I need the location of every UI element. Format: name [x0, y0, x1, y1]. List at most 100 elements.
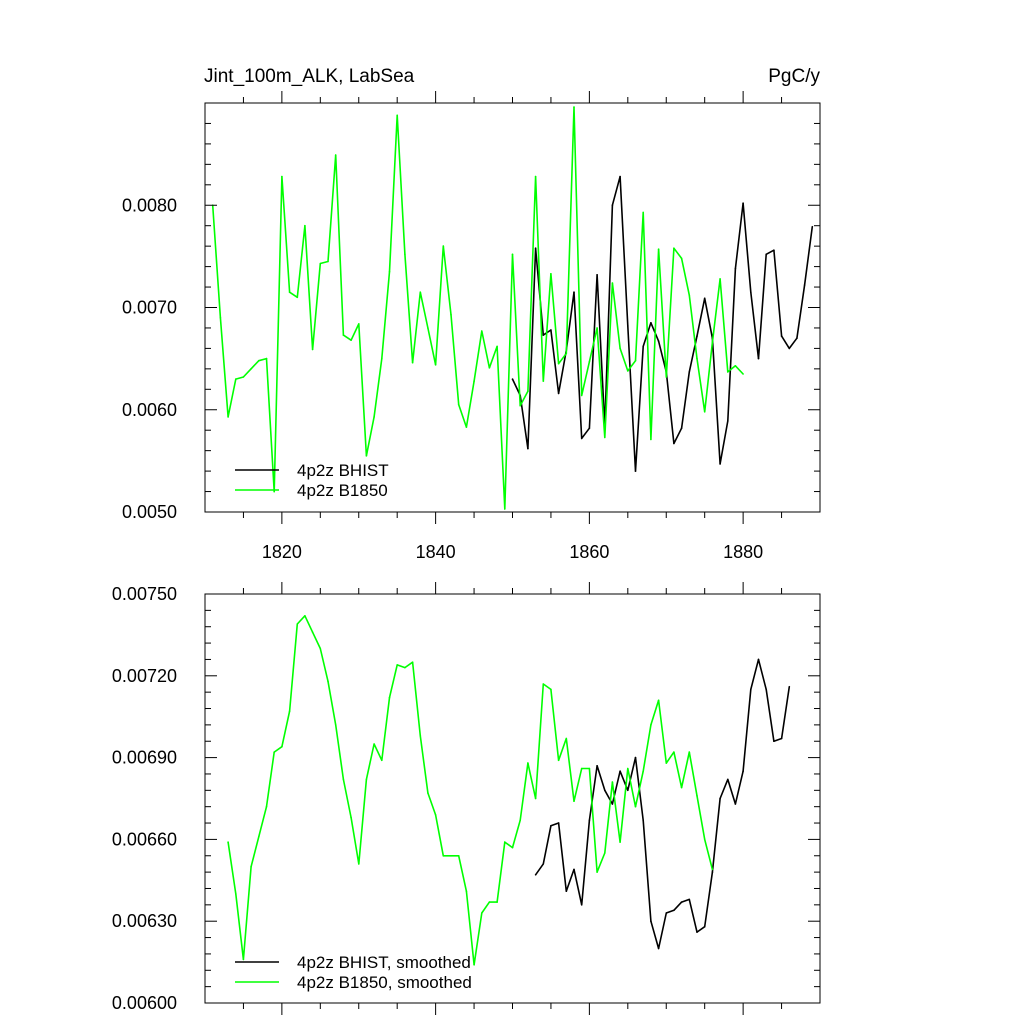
data-point: [642, 770, 644, 772]
data-point: [442, 855, 445, 857]
data-point: [450, 313, 452, 316]
data-point: [250, 865, 252, 868]
data-point: [627, 767, 629, 770]
x-tick-label: 1880: [723, 542, 763, 562]
data-point: [703, 297, 706, 300]
y-tick-label: 0.00720: [112, 666, 177, 686]
data-point: [634, 359, 637, 362]
data-point: [219, 316, 222, 319]
data-point: [288, 291, 291, 294]
data-point: [473, 964, 475, 966]
data-point: [457, 855, 460, 857]
data-point: [719, 463, 721, 465]
data-point: [557, 362, 560, 365]
data-point: [565, 890, 568, 892]
data-point: [650, 724, 652, 726]
y-tick-label: 0.0050: [122, 502, 177, 522]
data-point: [765, 253, 767, 256]
data-point: [396, 664, 399, 666]
data-point: [611, 282, 614, 284]
data-point: [327, 680, 329, 683]
data-point: [235, 893, 237, 895]
data-point: [542, 334, 545, 336]
data-point: [719, 278, 721, 280]
data-point: [696, 931, 698, 933]
data-point: [719, 797, 721, 800]
legend-label: 4p2z BHIST, smoothed: [297, 953, 471, 972]
data-point: [665, 376, 668, 378]
series-line: [511, 175, 814, 472]
data-point: [619, 770, 621, 772]
data-point: [365, 455, 368, 457]
data-point: [611, 803, 614, 805]
plot-frame: [204, 102, 821, 513]
y-tick-label: 0.00660: [112, 829, 177, 849]
data-point: [227, 416, 229, 418]
data-point: [742, 373, 744, 375]
data-point: [227, 841, 229, 843]
data-point: [580, 767, 583, 770]
data-point: [688, 294, 691, 297]
data-point: [358, 323, 360, 325]
data-point: [281, 745, 283, 748]
data-point: [258, 359, 260, 362]
legend-label: 4p2z B1850, smoothed: [297, 973, 472, 992]
y-tick-label: 0.00630: [112, 911, 177, 931]
data-point: [796, 337, 798, 340]
data-point: [481, 330, 483, 332]
data-point: [527, 447, 529, 450]
data-point: [734, 365, 737, 367]
data-point: [680, 257, 683, 260]
data-point: [411, 361, 414, 364]
data-point: [311, 348, 314, 351]
series-layer: [227, 614, 791, 966]
data-point: [680, 786, 683, 789]
legend-item: 4p2z BHIST: [235, 461, 389, 480]
data-point: [757, 357, 760, 360]
data-point: [619, 841, 621, 843]
data-point: [627, 325, 629, 327]
data-point: [373, 416, 375, 418]
series-layer: [211, 106, 814, 510]
data-point: [388, 696, 391, 699]
data-point: [611, 204, 614, 206]
data-point: [404, 253, 406, 256]
data-point: [573, 291, 575, 294]
data-point: [311, 631, 314, 633]
chart-title: Jint_100m_ALK, LabSea: [204, 66, 415, 87]
data-point: [334, 154, 337, 156]
data-point: [580, 904, 583, 906]
data-point: [565, 737, 568, 740]
data-point: [811, 225, 814, 228]
data-point: [265, 805, 268, 808]
data-point: [780, 737, 783, 740]
data-point: [511, 378, 514, 380]
data-point: [281, 175, 283, 178]
data-point: [250, 368, 252, 370]
data-point: [304, 224, 306, 227]
data-point: [457, 403, 460, 406]
data-point: [388, 270, 391, 273]
data-point: [565, 352, 568, 355]
data-point: [650, 322, 652, 324]
data-point: [727, 420, 729, 422]
data-point: [727, 778, 729, 781]
data-point: [465, 890, 468, 892]
data-point: [534, 797, 537, 800]
data-point: [680, 427, 683, 430]
data-point: [604, 436, 606, 439]
data-point: [550, 688, 552, 691]
data-point: [673, 247, 675, 249]
data-point: [665, 762, 668, 764]
series-b1850: [227, 614, 714, 966]
data-point: [258, 835, 260, 838]
tick-layer: 0.00600 0.00630 0.00660 0.00690 0.00720 0.007…: [112, 582, 820, 1015]
data-point: [773, 740, 775, 742]
data-point: [780, 335, 783, 337]
data-point: [481, 912, 483, 914]
series-line: [211, 106, 744, 510]
data-point: [381, 759, 383, 762]
data-point: [450, 855, 452, 857]
